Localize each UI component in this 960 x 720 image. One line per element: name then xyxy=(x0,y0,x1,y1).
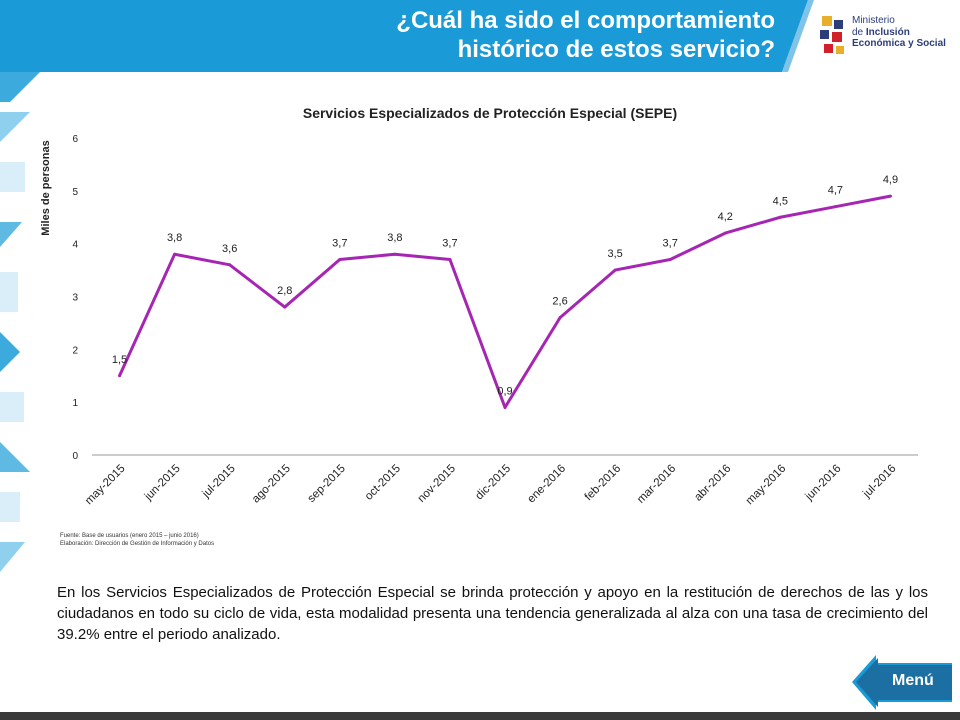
data-point xyxy=(393,252,397,256)
x-tick-label: dic-2015 xyxy=(473,463,513,503)
data-label: 1,5 xyxy=(112,354,127,366)
x-tick-label: jun-2016 xyxy=(803,463,844,504)
x-tick-label: ene-2016 xyxy=(525,463,568,506)
data-label: 3,5 xyxy=(607,248,622,260)
line-chart: 0 1 2 3 4 5 6 may-2015 jun-2015 jul-2015 ago-2015 s… xyxy=(72,134,918,508)
data-point xyxy=(888,194,892,198)
x-tick-label: ago-2015 xyxy=(250,463,293,506)
footer-bar xyxy=(0,712,960,720)
x-tick-label: jul-2015 xyxy=(200,463,238,501)
ministry-logo: Ministerio de Inclusión Económica y Soci… xyxy=(818,12,948,60)
data-label: 2,8 xyxy=(277,285,292,297)
data-label: 3,8 xyxy=(167,232,182,244)
menu-button-label: Menú xyxy=(892,672,934,689)
menu-arrow-shape xyxy=(852,655,952,710)
data-label: 3,6 xyxy=(222,243,237,255)
y-tick-label: 1 xyxy=(72,398,78,409)
data-label: 3,7 xyxy=(442,238,457,250)
x-tick-label: abr-2016 xyxy=(692,463,733,504)
data-point xyxy=(723,231,727,235)
chart-title: Servicios Especializados de Protección E… xyxy=(302,105,678,121)
series-line xyxy=(118,194,891,409)
x-tick-label: mar-2016 xyxy=(635,463,678,506)
x-tick-label: nov-2015 xyxy=(416,463,458,505)
data-point xyxy=(228,263,232,267)
data-point xyxy=(833,205,837,209)
data-point xyxy=(338,258,342,262)
data-label: 4,7 xyxy=(828,185,843,197)
data-label: 0,9 xyxy=(497,385,512,397)
decorative-mosaic xyxy=(0,72,40,572)
x-tick-label: feb-2016 xyxy=(583,463,624,504)
y-tick-label: 0 xyxy=(72,451,78,462)
header-banner xyxy=(0,0,814,72)
ministry-emblem-icon xyxy=(820,16,844,54)
x-tick-label: jul-2016 xyxy=(860,463,898,501)
page-title: ¿Cuál ha sido el comportamiento históric… xyxy=(396,7,775,63)
data-point xyxy=(448,258,452,262)
data-point xyxy=(283,305,287,309)
x-tick-label: may-2015 xyxy=(83,463,128,508)
data-label: 4,5 xyxy=(773,195,788,207)
data-point xyxy=(613,268,617,272)
data-point xyxy=(503,405,507,409)
data-point xyxy=(558,316,562,320)
y-tick-label: 4 xyxy=(72,240,78,251)
y-tick-label: 2 xyxy=(72,345,78,356)
data-label: 2,6 xyxy=(552,296,567,308)
y-tick-label: 3 xyxy=(72,293,78,304)
data-point xyxy=(118,374,122,378)
data-point xyxy=(173,252,177,256)
x-tick-label: oct-2015 xyxy=(363,463,403,503)
y-tick-label: 6 xyxy=(72,134,78,145)
x-tick-label: may-2016 xyxy=(744,463,789,508)
y-tick-label: 5 xyxy=(72,187,78,198)
chart-source-note: Fuente: Base de usuarios (enero 2015 – j… xyxy=(60,533,215,547)
menu-button[interactable]: Menú xyxy=(852,655,952,710)
data-point xyxy=(778,215,782,219)
data-label: 4,9 xyxy=(883,174,898,186)
data-label: 3,7 xyxy=(663,238,678,250)
data-label: 4,2 xyxy=(718,211,733,223)
x-tick-label: sep-2015 xyxy=(306,463,348,505)
data-label: 3,7 xyxy=(332,238,347,250)
x-tick-label: jun-2015 xyxy=(142,463,183,504)
data-point xyxy=(668,258,672,262)
data-label: 3,8 xyxy=(387,232,402,244)
description-paragraph: En los Servicios Especializados de Prote… xyxy=(57,584,928,643)
